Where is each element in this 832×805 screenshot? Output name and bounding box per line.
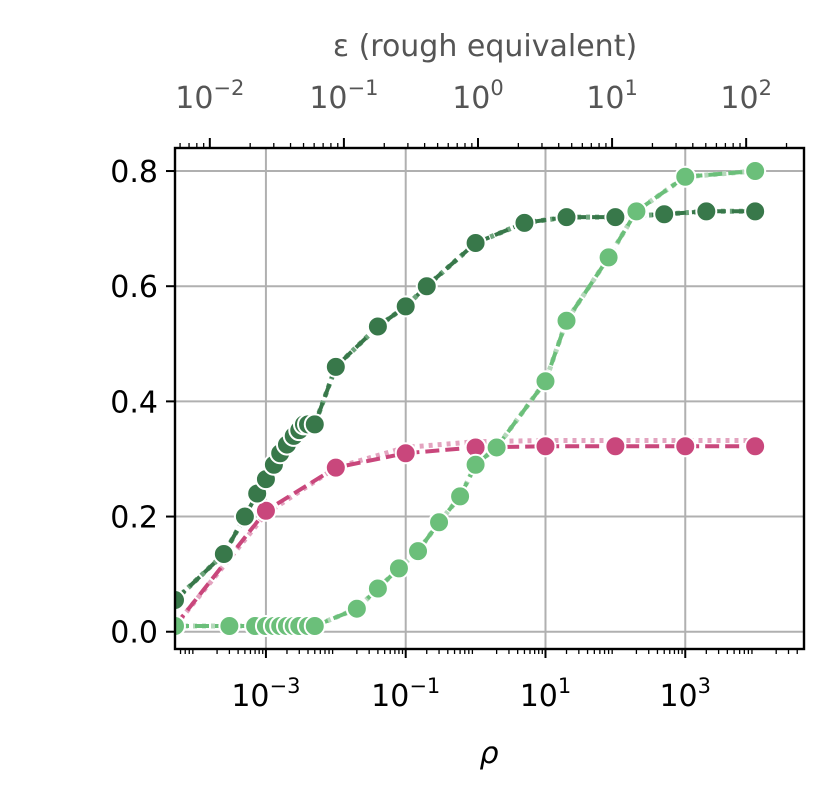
- x2-tick-label-3: 101: [586, 76, 638, 116]
- x-tick-label-1: 10−1: [371, 674, 440, 714]
- series-1-point-14: [366, 315, 389, 338]
- series-2-point-12: [366, 577, 389, 600]
- series-0-point-1: [254, 499, 277, 522]
- series-2-point-11: [345, 597, 368, 620]
- series-2-point-10: [303, 614, 326, 637]
- series-2-point-21: [597, 246, 620, 269]
- series-1-point-20: [604, 206, 627, 229]
- series-layer: [175, 160, 767, 637]
- series-0-point-3: [394, 442, 417, 465]
- series-1-point-22: [695, 200, 718, 223]
- x-tick-label-0: 10−3: [231, 674, 300, 714]
- y-tick-label-4: 0.8: [110, 155, 158, 190]
- series-2-point-19: [534, 370, 557, 393]
- y-tick-label-1: 0.2: [110, 501, 158, 536]
- x2-tick-label-4: 102: [720, 76, 772, 116]
- series-1-point-15: [394, 295, 417, 318]
- x-axis-label: ρ: [479, 736, 498, 771]
- series-2-point-24: [744, 160, 767, 183]
- series-1-point-1: [212, 542, 235, 565]
- series-2: [175, 160, 767, 637]
- y-tick-label-3: 0.6: [110, 270, 158, 305]
- grid: [175, 148, 804, 649]
- x2-axis-label: ε (rough equivalent): [333, 29, 637, 64]
- series-1-point-16: [415, 275, 438, 298]
- y-tick-label-0: 0.0: [110, 616, 158, 651]
- x2-tick-label-0: 10−2: [175, 76, 244, 116]
- series-1-point-23: [744, 200, 767, 223]
- series-2-point-14: [407, 540, 430, 563]
- series-2-line: [175, 169, 756, 628]
- series-1-point-0: [175, 589, 186, 612]
- x-tick-label-2: 101: [520, 674, 572, 714]
- series-1-line: [175, 209, 756, 602]
- series-2-point-1: [218, 614, 241, 637]
- series-0-point-6: [604, 435, 627, 458]
- series-2-point-15: [428, 511, 451, 534]
- series-1: [175, 200, 767, 612]
- series-0-point-7: [674, 435, 697, 458]
- series-2-point-16: [449, 485, 472, 508]
- series-1-point-17: [464, 232, 487, 255]
- series-2-point-18: [485, 436, 508, 459]
- y-tick-label-2: 0.4: [110, 385, 158, 420]
- series-0-point-5: [534, 435, 557, 458]
- series-2-point-13: [387, 557, 410, 580]
- series-1-point-13: [324, 355, 347, 378]
- series-2-reference-line: [175, 168, 756, 629]
- series-1-point-2: [233, 505, 256, 528]
- series-0-point-2: [324, 456, 347, 479]
- series-0-reference-line: [175, 438, 756, 628]
- ticks: 10−3 10−1 101 103 0.0 0.2 0.4 0.6 0.8 10−2 10−1 100…: [110, 76, 798, 714]
- plot-frame: [173, 146, 806, 651]
- series-0-point-8: [744, 435, 767, 458]
- series-1-reference-line: [175, 208, 756, 602]
- series-1-point-18: [513, 211, 536, 234]
- series-2-point-20: [555, 309, 578, 332]
- series-2-point-17: [464, 453, 487, 476]
- series-2-point-22: [625, 200, 648, 223]
- x2-tick-label-2: 100: [452, 76, 504, 116]
- series-1-point-19: [555, 206, 578, 229]
- x2-tick-label-1: 10−1: [309, 76, 378, 116]
- series-2-point-23: [674, 165, 697, 188]
- x-tick-label-3: 103: [659, 674, 711, 714]
- series-2-point-0: [175, 614, 186, 637]
- series-1-point-12: [303, 413, 326, 436]
- series-1-point-21: [653, 203, 676, 226]
